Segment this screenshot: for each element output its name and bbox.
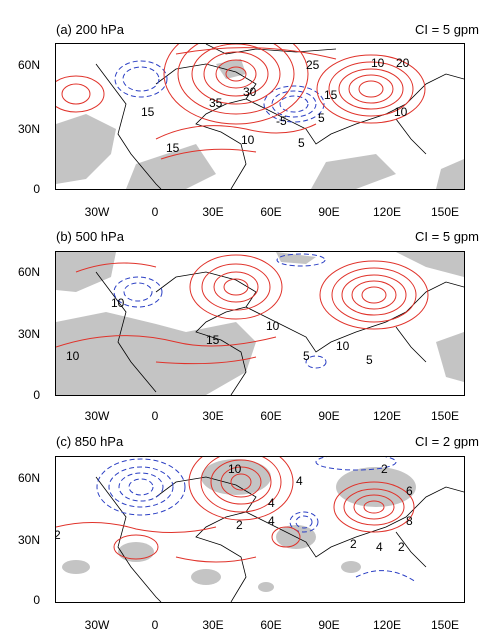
svg-text:-5: -5 <box>276 114 287 128</box>
svg-text:20: 20 <box>396 56 410 70</box>
svg-text:10: 10 <box>111 296 125 310</box>
x-tick-label: 30E <box>202 205 224 219</box>
x-tick-label: 90E <box>318 205 340 219</box>
svg-text:10: 10 <box>266 319 280 333</box>
y-tick-label: 0 <box>33 388 40 402</box>
svg-text:30: 30 <box>243 85 257 99</box>
map-200hpa: 25 20 10 15 35 30 -5 15 5 10 15 10 5 <box>55 43 465 190</box>
y-tick-label: 30N <box>17 327 40 341</box>
svg-text:5: 5 <box>298 136 305 150</box>
svg-text:2: 2 <box>56 528 61 542</box>
contour-labels: 10 2 4 6 4 2 4 2 2 2 4 8 <box>56 462 413 554</box>
x-tick-label: 30W <box>84 205 110 219</box>
y-tick-label: 60N <box>17 58 40 72</box>
svg-text:15: 15 <box>324 88 338 102</box>
x-tick-label: 0 <box>151 205 159 219</box>
x-tick-label: 120E <box>372 409 402 423</box>
contour-interval: CI = 5 gpm <box>415 229 479 244</box>
x-tick-label: 60E <box>260 618 282 632</box>
svg-text:10: 10 <box>371 56 385 70</box>
svg-text:10: 10 <box>336 339 350 353</box>
contour-interval: CI = 2 gpm <box>415 434 479 449</box>
svg-text:2: 2 <box>350 537 357 551</box>
svg-text:8: 8 <box>406 514 413 528</box>
significance-shading <box>56 252 464 395</box>
svg-text:10: 10 <box>241 133 255 147</box>
negative-contours <box>96 457 417 583</box>
svg-text:2: 2 <box>381 462 388 476</box>
svg-text:4: 4 <box>296 474 303 488</box>
x-tick-label: 150E <box>430 618 460 632</box>
y-tick-label: 0 <box>33 593 40 607</box>
svg-text:10: 10 <box>66 349 80 363</box>
coastlines <box>95 476 464 602</box>
svg-text:35: 35 <box>209 96 223 110</box>
panel-title: (c) 850 hPa <box>56 434 124 449</box>
x-tick-label: 120E <box>372 618 402 632</box>
x-tick-label: 150E <box>430 409 460 423</box>
y-tick-label: 30N <box>17 533 40 547</box>
x-tick-label: 90E <box>318 618 340 632</box>
svg-text:25: 25 <box>306 58 320 72</box>
svg-text:10: 10 <box>228 462 242 476</box>
x-tick-label: 150E <box>430 205 460 219</box>
x-tick-label: 30W <box>84 409 110 423</box>
y-tick-label: 0 <box>33 182 40 196</box>
negative-contours <box>114 60 325 123</box>
x-tick-label: 30W <box>84 618 110 632</box>
x-tick-label: 90E <box>318 409 340 423</box>
svg-text:4: 4 <box>268 514 275 528</box>
svg-text:4: 4 <box>268 496 275 510</box>
svg-text:15: 15 <box>166 141 180 155</box>
panel-title: (b) 500 hPa <box>56 229 124 244</box>
negative-contours <box>113 253 327 369</box>
y-tick-label: 60N <box>17 265 40 279</box>
coastlines <box>95 44 464 189</box>
positive-contours <box>56 44 426 160</box>
x-tick-label: 30E <box>202 618 224 632</box>
positive-contours <box>56 254 429 365</box>
map-500hpa: 10 10 15 10 5 10 5 <box>55 251 465 396</box>
panel-200hpa: (a) 200 hPa CI = 5 gpm <box>0 0 501 219</box>
x-tick-label: 120E <box>372 205 402 219</box>
significance-shading <box>56 59 464 189</box>
svg-text:2: 2 <box>236 518 243 532</box>
y-tick-label: 30N <box>17 122 40 136</box>
svg-text:6: 6 <box>406 484 413 498</box>
y-tick-label: 60N <box>17 471 40 485</box>
map-850hpa: 10 2 4 6 4 2 4 2 2 2 4 8 <box>55 456 465 603</box>
x-tick-label: 60E <box>260 409 282 423</box>
panel-500hpa: (b) 500 hPa CI = 5 gpm <box>0 215 501 425</box>
svg-text:10: 10 <box>394 105 408 119</box>
svg-text:5: 5 <box>366 353 373 367</box>
panel-850hpa: (c) 850 hPa CI = 2 gpm <box>0 425 501 642</box>
x-tick-label: 0 <box>151 618 159 632</box>
panel-title: (a) 200 hPa <box>56 22 124 37</box>
positive-contours <box>56 457 415 563</box>
svg-text:2: 2 <box>398 540 405 554</box>
contour-interval: CI = 5 gpm <box>415 22 479 37</box>
contour-labels: 25 20 10 15 35 30 -5 15 5 10 15 10 5 <box>141 56 410 155</box>
svg-text:5: 5 <box>303 349 310 363</box>
svg-text:4: 4 <box>376 540 383 554</box>
svg-text:15: 15 <box>206 333 220 347</box>
x-tick-label: 30E <box>202 409 224 423</box>
x-tick-label: 60E <box>260 205 282 219</box>
contour-labels: 10 10 15 10 5 10 5 <box>66 296 373 367</box>
coastlines <box>95 271 464 395</box>
x-tick-label: 0 <box>151 409 159 423</box>
svg-text:15: 15 <box>141 105 155 119</box>
svg-text:5: 5 <box>318 111 325 125</box>
